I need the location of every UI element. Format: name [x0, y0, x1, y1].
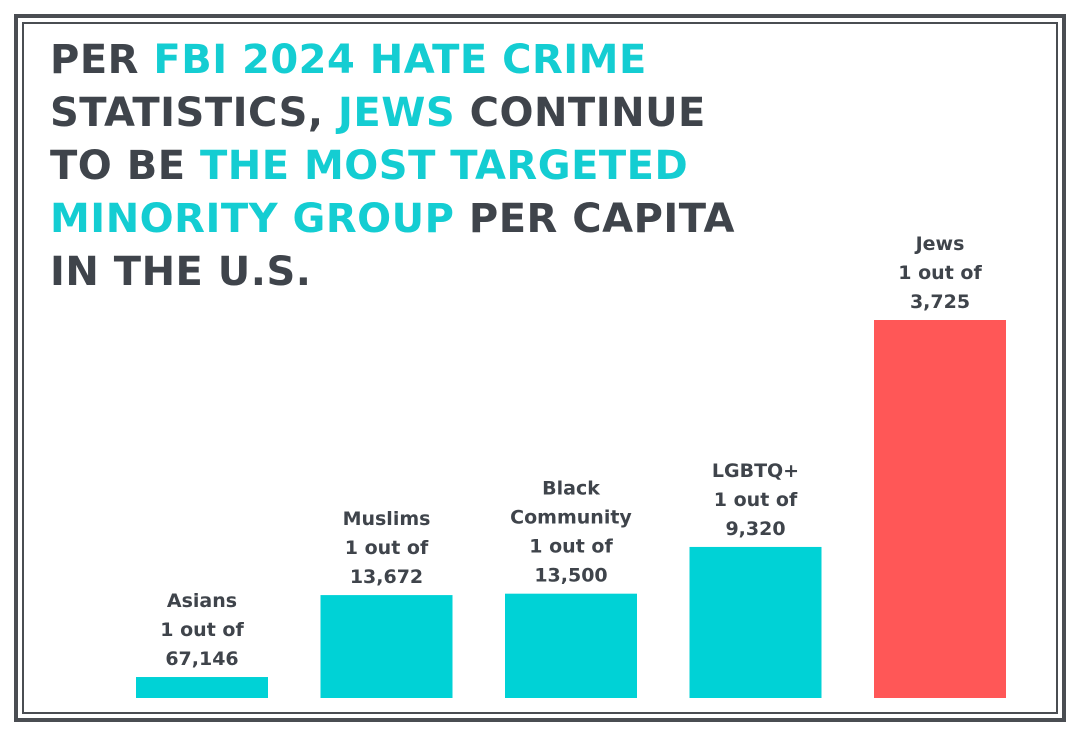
bar-black-community	[505, 593, 637, 698]
bar-data-label: LGBTQ+	[712, 460, 799, 482]
bar-data-label: 9,320	[725, 518, 785, 540]
headline-highlight: JEWS	[338, 90, 456, 136]
bar-data-label: Jews	[914, 233, 965, 255]
bar-data-label: 1 out of	[529, 536, 613, 558]
outer-frame	[14, 14, 1066, 722]
bar-data-label: 3,725	[910, 291, 970, 313]
headline-highlight: THE MOST TARGETED MINORITY GROUP	[50, 143, 689, 242]
headline-part: CONTINUE TO BE	[50, 90, 706, 189]
inner-frame	[22, 22, 1058, 714]
headline: PER FBI 2024 HATE CRIME STATISTICS, JEWS…	[50, 34, 770, 299]
bar-data-label: 1 out of	[714, 489, 798, 511]
bar-data-label: Asians	[167, 590, 237, 612]
bar-data-label: Black	[542, 478, 600, 500]
bar-muslims	[320, 595, 453, 698]
headline-highlight: FBI 2024 HATE CRIME	[153, 37, 647, 83]
bar-lgbtq	[689, 546, 822, 698]
headline-part: STATISTICS,	[50, 90, 339, 136]
bar-data-label: 1 out of	[898, 262, 982, 284]
headline-part: PER CAPITA IN THE U.S.	[50, 196, 735, 295]
bar-jews	[874, 320, 1006, 698]
bar-data-label: 1 out of	[160, 619, 244, 641]
bar-data-label: 13,672	[350, 566, 423, 588]
bar-asians	[136, 677, 268, 698]
bar-data-label: Muslims	[343, 508, 431, 530]
bar-data-label: 67,146	[165, 648, 238, 670]
bar-data-label: 1 out of	[345, 537, 429, 559]
bar-data-label: 13,500	[534, 565, 607, 587]
headline-part: PER	[50, 37, 154, 83]
bar-data-label: Community	[510, 507, 632, 529]
